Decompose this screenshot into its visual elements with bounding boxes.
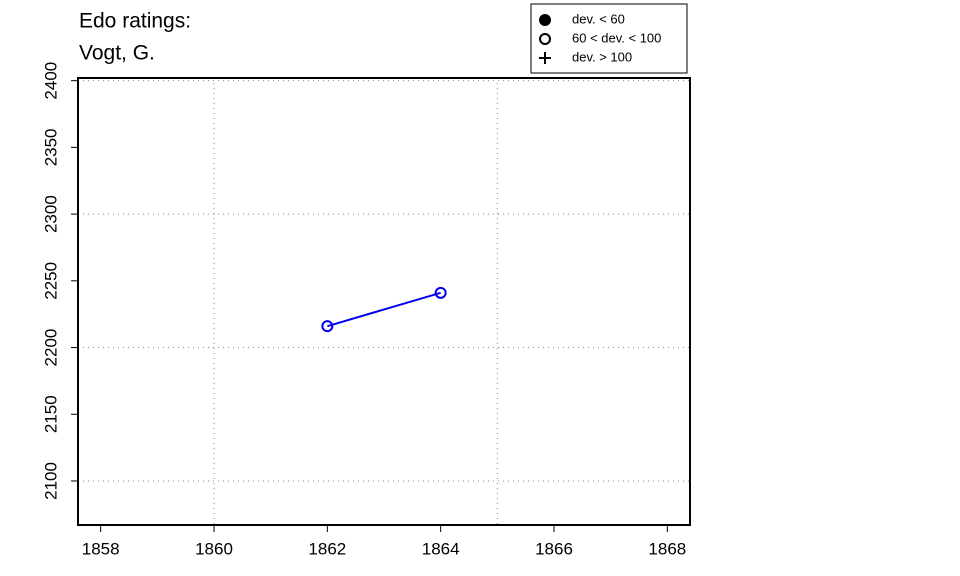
x-tick-label: 1866 [535, 539, 573, 558]
plot-frame [77, 77, 691, 526]
y-tick-label: 2200 [41, 329, 60, 367]
legend-symbol [539, 52, 551, 64]
point [321, 320, 334, 333]
y-tick-label: 2150 [41, 395, 60, 433]
x-tick-label: 1862 [308, 539, 346, 558]
y-tick-label: 2300 [41, 195, 60, 233]
x-tick-label: 1868 [648, 539, 686, 558]
legend-symbol [539, 33, 551, 45]
legend-label: dev. > 100 [572, 49, 632, 64]
legend-box [530, 3, 688, 74]
legend-label: 60 < dev. < 100 [572, 30, 661, 45]
legend-label: dev. < 60 [572, 11, 625, 26]
series-line [327, 291, 441, 328]
chart-title: Edo ratings: [79, 10, 191, 33]
y-tick-label: 2250 [41, 262, 60, 300]
legend-symbol [539, 14, 551, 26]
point [434, 286, 447, 299]
y-tick-label: 2100 [41, 462, 60, 500]
y-tick-label: 2350 [41, 128, 60, 166]
x-tick-label: 1860 [195, 539, 233, 558]
chart-subtitle: Vogt, G. [79, 42, 155, 65]
x-tick-label: 1858 [82, 539, 120, 558]
x-tick-label: 1864 [422, 539, 460, 558]
y-tick-label: 2400 [41, 62, 60, 100]
